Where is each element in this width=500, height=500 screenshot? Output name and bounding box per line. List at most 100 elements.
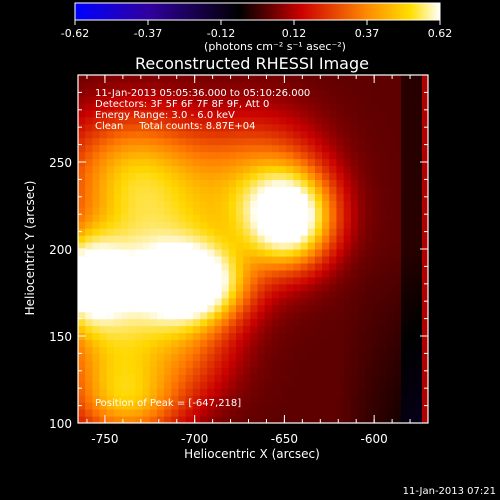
heatmap-cell: [128, 297, 137, 306]
heatmap-cell: [257, 235, 266, 243]
heatmap-cell: [221, 304, 230, 313]
heatmap-cell: [113, 95, 122, 104]
heatmap-cell: [379, 269, 388, 278]
heatmap-cell: [192, 214, 201, 222]
heatmap-cell: [128, 290, 137, 299]
heatmap-cell: [314, 416, 323, 423]
heatmap-cell: [121, 360, 129, 368]
heatmap-cell: [142, 255, 151, 264]
heatmap-cell: [92, 374, 101, 382]
heatmap-cell: [178, 102, 187, 111]
heatmap-cell: [343, 200, 352, 208]
heatmap-cell: [156, 388, 165, 396]
heatmap-cell: [358, 283, 366, 292]
heatmap-cell: [286, 151, 294, 160]
heatmap-cell: [401, 95, 409, 104]
heatmap-cell: [164, 158, 172, 167]
heatmap-cell: [379, 367, 388, 375]
heatmap-cell: [322, 207, 330, 215]
heatmap-cell: [128, 353, 137, 361]
heatmap-cell: [207, 207, 216, 215]
heatmap-cell: [78, 75, 86, 83]
heatmap-cell: [128, 214, 137, 222]
heatmap-cell: [106, 228, 115, 236]
heatmap-cell: [401, 242, 409, 250]
heatmap-cell: [372, 123, 381, 132]
heatmap-cell: [408, 207, 417, 215]
heatmap-cell: [350, 262, 359, 271]
heatmap-cell: [401, 311, 409, 320]
heatmap-cell: [178, 165, 187, 174]
heatmap-cell: [121, 158, 129, 167]
heatmap-cell: [99, 304, 108, 313]
heatmap-cell: [386, 249, 395, 257]
heatmap-cell: [192, 367, 201, 375]
heatmap-cell: [200, 353, 208, 361]
heatmap-cell: [221, 130, 230, 139]
heatmap-cell: [85, 332, 93, 341]
heatmap-cell: [121, 339, 129, 348]
heatmap-cell: [185, 123, 194, 132]
heatmap-cell: [343, 290, 352, 299]
heatmap-cell: [264, 276, 273, 285]
heatmap-cell: [393, 311, 402, 320]
heatmap-cell: [228, 255, 237, 264]
heatmap-cell: [92, 255, 101, 264]
heatmap-cell: [286, 186, 294, 194]
heatmap-cell: [185, 235, 194, 243]
heatmap-cell: [286, 318, 294, 327]
heatmap-cell: [300, 332, 309, 341]
heatmap-cell: [142, 297, 151, 306]
heatmap-cell: [200, 242, 208, 250]
heatmap-cell: [372, 318, 381, 327]
heatmap-cell: [92, 262, 101, 271]
heatmap-cell: [214, 360, 223, 368]
heatmap-cell: [286, 395, 294, 403]
heatmap-cell: [171, 144, 180, 153]
heatmap-cell: [221, 193, 230, 201]
heatmap-cell: [250, 332, 259, 341]
heatmap-cell: [322, 367, 330, 375]
heatmap-cell: [300, 81, 309, 90]
heatmap-cell: [99, 318, 108, 327]
heatmap-cell: [393, 116, 402, 125]
heatmap-cell: [243, 235, 251, 243]
heatmap-cell: [207, 200, 216, 208]
heatmap-cell: [415, 367, 424, 375]
heatmap-cell: [164, 130, 172, 139]
heatmap-cell: [214, 137, 223, 146]
heatmap-cell: [207, 242, 216, 250]
heatmap-cell: [343, 95, 352, 104]
heatmap-cell: [314, 172, 323, 180]
heatmap-cell: [250, 346, 259, 354]
heatmap-cell: [314, 109, 323, 118]
heatmap-cell: [178, 235, 187, 243]
heatmap-cell: [106, 346, 115, 354]
heatmap-cell: [386, 221, 395, 229]
heatmap-cell: [257, 200, 266, 208]
heatmap-cell: [271, 137, 280, 146]
heatmap-cell: [365, 255, 373, 264]
heatmap-cell: [293, 381, 302, 389]
heatmap-cell: [149, 402, 158, 410]
heatmap-cell: [250, 242, 259, 250]
heatmap-cell: [314, 207, 323, 215]
heatmap-cell: [264, 193, 273, 201]
heatmap-cell: [286, 249, 294, 257]
heatmap-cell: [156, 228, 165, 236]
heatmap-cell: [228, 207, 237, 215]
heatmap-cell: [365, 339, 373, 348]
heatmap-cell: [393, 304, 402, 313]
heatmap-cell: [92, 367, 101, 375]
heatmap-cell: [128, 346, 137, 354]
heatmap-cell: [92, 137, 101, 146]
heatmap-cell: [365, 137, 373, 146]
heatmap-cell: [408, 332, 417, 341]
heatmap-cell: [365, 332, 373, 341]
heatmap-cell: [128, 235, 137, 243]
heatmap-cell: [192, 81, 201, 90]
heatmap-cell: [343, 381, 352, 389]
heatmap-cell: [200, 130, 208, 139]
heatmap-cell: [365, 360, 373, 368]
heatmap-cell: [379, 95, 388, 104]
